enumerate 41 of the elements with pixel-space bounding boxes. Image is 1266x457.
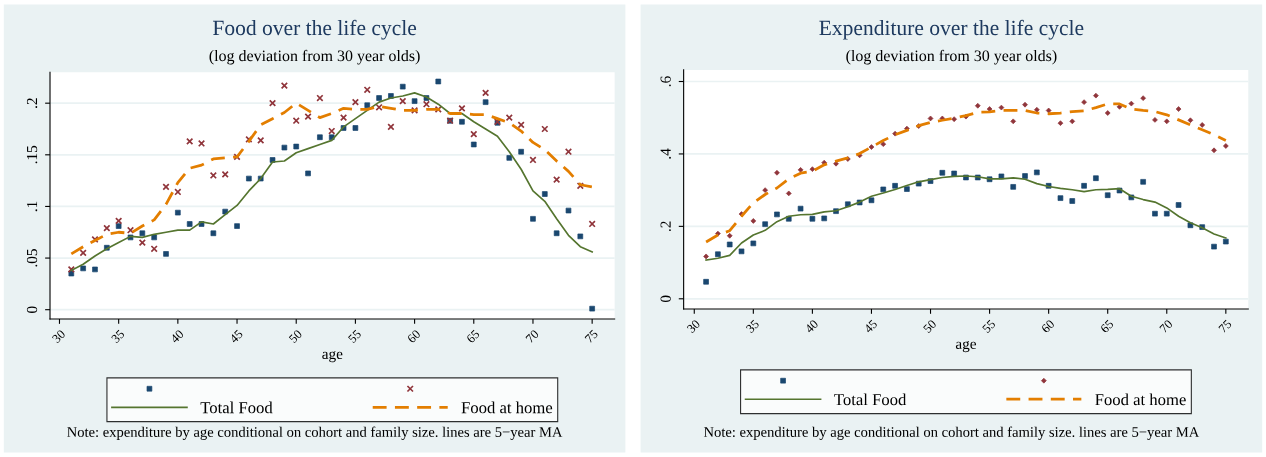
x-tick-label: 30	[686, 319, 701, 334]
x-tick-label: 40	[169, 329, 185, 344]
legend-label: Total Food	[200, 401, 273, 414]
x-tick-label: 70	[525, 329, 540, 344]
x-tick-label: 70	[1159, 319, 1174, 334]
legend-label: Total Food	[834, 393, 907, 406]
legend-label: Food at home	[461, 401, 553, 414]
x-tick-label: 55	[347, 329, 362, 344]
x-tick-label: 35	[110, 329, 125, 344]
y-tick-label: .1	[26, 201, 38, 212]
x-tick-label: 35	[745, 319, 760, 334]
y-tick-label: .15	[26, 145, 38, 164]
x-tick-label: 65	[466, 329, 481, 344]
chart-title: Food over the life cycle	[213, 19, 417, 40]
x-tick-label: 55	[982, 319, 996, 334]
text: Note: expenditure by age conditional on cohort and family size. lines are 5−year MA	[703, 426, 1200, 440]
chart-subtitle: (log deviation from 30 year olds)	[846, 49, 1057, 65]
legend-label: Food at home	[1095, 393, 1186, 406]
x-tick-label: 30	[51, 329, 66, 344]
text: Note: expenditure by age conditional on cohort and family size. lines are 5−year MA	[67, 426, 563, 440]
x-tick-label: 45	[863, 319, 878, 334]
x-tick-label: 60	[1040, 319, 1055, 334]
y-tick-label: .4	[660, 148, 671, 159]
x-tick-label: 75	[1218, 319, 1233, 334]
x-tick-label: 50	[288, 329, 303, 344]
x-tick-label: 75	[584, 329, 599, 344]
x-tick-label: 45	[229, 329, 244, 344]
y-tick-label: 0	[660, 295, 671, 303]
x-axis-title: age	[955, 341, 977, 353]
y-tick-label: .2	[26, 98, 38, 108]
x-axis-title: age	[322, 351, 343, 363]
y-tick-label: 0	[26, 306, 38, 313]
chart-title: Expenditure over the life cycle	[819, 19, 1084, 40]
chart-subtitle: (log deviation from 30 year olds)	[209, 49, 420, 65]
x-tick-label: 60	[406, 329, 421, 344]
y-tick-label: .2	[660, 221, 671, 232]
x-tick-label: 50	[922, 319, 937, 334]
y-tick-label: .6	[660, 76, 671, 87]
x-tick-label: 65	[1099, 319, 1114, 334]
y-tick-label: .05	[26, 249, 38, 267]
x-tick-label: 40	[804, 319, 819, 334]
